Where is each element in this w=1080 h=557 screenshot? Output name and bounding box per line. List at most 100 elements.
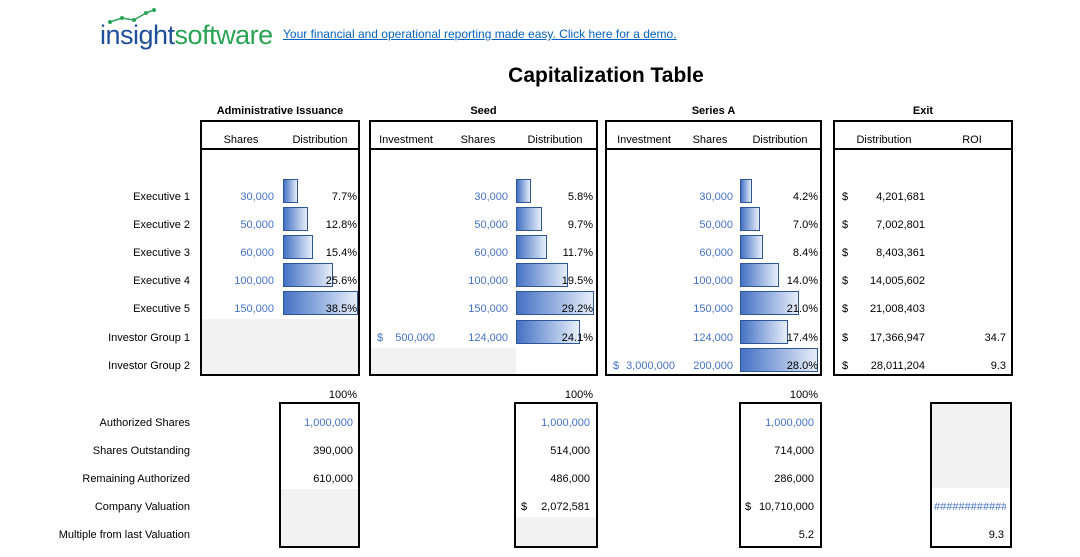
row-label: Executive 4 xyxy=(133,275,190,287)
seriesA-distribution-cell: 21.0% xyxy=(786,303,818,315)
seriesA-shares-cell[interactable]: 30,000 xyxy=(699,191,733,203)
seed-distribution-cell: 9.7% xyxy=(567,219,593,231)
label-company-valuation: Company Valuation xyxy=(94,501,190,513)
exit-roi-cell: 9.3 xyxy=(990,360,1006,372)
logo-chart-icon xyxy=(108,8,156,24)
seed-summary-empty xyxy=(516,517,596,546)
exit-body-box xyxy=(833,148,1013,376)
section-title-seriesA: Series A xyxy=(691,105,736,117)
exit-distribution-currency: $ xyxy=(842,247,849,259)
admin-body-box xyxy=(200,148,360,376)
col-seriesA-investment: Investment xyxy=(617,134,671,146)
seriesA-shares-cell[interactable]: 50,000 xyxy=(699,219,733,231)
row-label: Executive 1 xyxy=(133,191,190,203)
demo-link[interactable]: Your financial and operational reporting… xyxy=(283,27,677,41)
seriesA-valuation-currency: $ xyxy=(745,501,752,513)
seed-shares-cell[interactable]: 124,000 xyxy=(468,332,508,344)
col-admin-shares: Shares xyxy=(223,134,259,146)
seed-shares-cell[interactable]: 50,000 xyxy=(474,219,508,231)
admin-shares-cell[interactable]: 150,000 xyxy=(234,303,274,315)
seriesA-shares-cell[interactable]: 100,000 xyxy=(693,275,733,287)
seed-distribution-cell: 5.8% xyxy=(567,191,593,203)
seed-investment-currency: $ xyxy=(377,332,384,344)
col-seed-investment: Investment xyxy=(379,134,433,146)
admin-shares-cell[interactable]: 50,000 xyxy=(240,219,274,231)
admin-distribution-bar xyxy=(283,235,313,259)
admin-shares-outstanding: 390,000 xyxy=(313,445,353,457)
seriesA-shares-cell[interactable]: 200,000 xyxy=(693,360,733,372)
seed-valuation-currency: $ xyxy=(521,501,528,513)
logo-text-software: software xyxy=(174,20,274,50)
exit-distribution-currency: $ xyxy=(842,191,849,203)
seriesA-shares-cell[interactable]: 124,000 xyxy=(693,332,733,344)
admin-shares-cell[interactable]: 30,000 xyxy=(240,191,274,203)
exit-distribution-currency: $ xyxy=(842,275,849,287)
seriesA-shares-outstanding: 714,000 xyxy=(774,445,814,457)
row-label: Executive 5 xyxy=(133,303,190,315)
seriesA-investment-cell[interactable]: 3,000,000 xyxy=(626,360,675,372)
exit-company-valuation: ############ xyxy=(934,501,1006,513)
exit-distribution-cell: 17,366,947 xyxy=(869,332,925,344)
seed-remaining-authorized: 486,000 xyxy=(550,473,590,485)
seed-distribution-bar xyxy=(516,235,547,259)
exit-summary-empty xyxy=(932,404,1010,488)
admin-empty-investor-cells xyxy=(202,319,358,374)
admin-summary-empty xyxy=(281,489,358,546)
seed-body-box xyxy=(369,148,598,376)
col-seriesA-distribution: Distribution xyxy=(752,134,808,146)
seed-company-valuation: 2,072,581 xyxy=(541,501,590,513)
exit-roi-cell: 34.7 xyxy=(984,332,1006,344)
seriesA-shares-cell[interactable]: 150,000 xyxy=(693,303,733,315)
seriesA-distribution-cell: 7.0% xyxy=(792,219,818,231)
admin-distribution-cell: 25.6% xyxy=(325,275,357,287)
admin-distribution-bar xyxy=(283,263,333,287)
exit-distribution-currency: $ xyxy=(842,303,849,315)
seed-distribution-bar xyxy=(516,207,542,231)
seriesA-distribution-cell: 8.4% xyxy=(792,247,818,259)
exit-summary-box xyxy=(930,402,1012,548)
seriesA-company-valuation: 10,710,000 xyxy=(758,501,814,513)
col-seed-shares: Shares xyxy=(460,134,496,146)
seed-shares-cell[interactable]: 100,000 xyxy=(468,275,508,287)
admin-distribution-cell: 7.7% xyxy=(331,191,357,203)
seriesA-distribution-cell: 17.4% xyxy=(786,332,818,344)
seed-distribution-cell: 29.2% xyxy=(561,303,593,315)
admin-authorized-shares[interactable]: 1,000,000 xyxy=(304,417,353,429)
admin-remaining-authorized: 610,000 xyxy=(313,473,353,485)
seed-shares-cell[interactable]: 150,000 xyxy=(468,303,508,315)
admin-distribution-bar xyxy=(283,179,298,203)
col-admin-distribution: Distribution xyxy=(292,134,348,146)
seriesA-shares-cell[interactable]: 60,000 xyxy=(699,247,733,259)
col-exit-distribution: Distribution xyxy=(856,134,912,146)
seriesA-distribution-bar xyxy=(740,179,752,203)
admin-summary-box xyxy=(279,402,360,548)
label-multiple-last-valuation: Multiple from last Valuation xyxy=(58,529,190,541)
admin-shares-cell[interactable]: 60,000 xyxy=(240,247,274,259)
row-label: Investor Group 1 xyxy=(108,332,190,344)
seed-empty-investor-cells xyxy=(371,348,516,374)
logo-text-insight: insight xyxy=(100,20,175,50)
exit-distribution-cell: 28,011,204 xyxy=(870,360,925,372)
exit-distribution-currency: $ xyxy=(842,360,849,372)
exit-distribution-cell: 4,201,681 xyxy=(876,191,925,203)
label-remaining-authorized: Remaining Authorized xyxy=(82,473,190,485)
seriesA-authorized-shares[interactable]: 1,000,000 xyxy=(765,417,814,429)
seriesA-summary-box xyxy=(739,402,822,548)
seriesA-investment-currency: $ xyxy=(613,360,620,372)
row-label: Executive 2 xyxy=(133,219,190,231)
admin-total: 100% xyxy=(328,389,357,401)
seed-shares-cell[interactable]: 30,000 xyxy=(474,191,508,203)
exit-distribution-cell: 21,008,403 xyxy=(869,303,925,315)
admin-shares-cell[interactable]: 100,000 xyxy=(234,275,274,287)
col-seriesA-shares: Shares xyxy=(692,134,728,146)
admin-distribution-bar xyxy=(283,207,308,231)
section-title-exit: Exit xyxy=(912,105,934,117)
admin-distribution-cell: 38.5% xyxy=(325,303,357,315)
seed-shares-cell[interactable]: 60,000 xyxy=(474,247,508,259)
seed-authorized-shares[interactable]: 1,000,000 xyxy=(541,417,590,429)
seriesA-distribution-bar xyxy=(740,207,760,231)
seed-distribution-cell: 11.7% xyxy=(562,247,593,259)
admin-distribution-bar xyxy=(283,291,358,315)
seed-investment-cell[interactable]: 500,000 xyxy=(395,332,435,344)
seriesA-distribution-bar xyxy=(740,263,779,287)
